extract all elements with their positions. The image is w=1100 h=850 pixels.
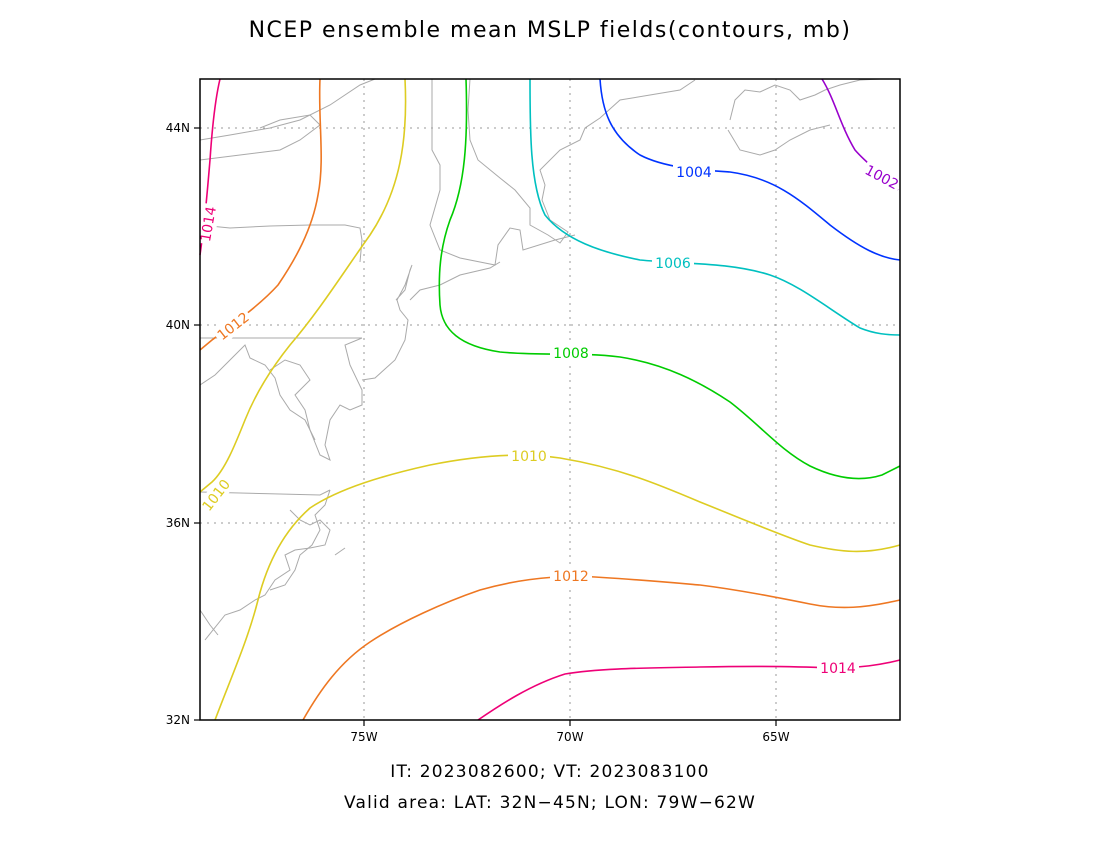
lat-label-32n: 32N [166, 713, 190, 727]
lon-label-65w: 65W [762, 730, 789, 744]
contours [199, 78, 901, 721]
nova-scotia-south [727, 124, 831, 156]
lake-erie-shore [199, 224, 363, 263]
contour-1012-south [302, 575, 901, 721]
footer-area: Valid area: LAT: 32N−45N; LON: 79W−62W [343, 793, 757, 813]
contour-label-1014-north: 1014 [198, 205, 220, 243]
contour-label-1014-south: 1014 [820, 661, 856, 677]
lat-label-40n: 40N [166, 318, 190, 332]
contour-1004 [599, 78, 901, 261]
nova-scotia-coast [729, 78, 881, 121]
coastlines [199, 78, 881, 641]
cape-hatteras-spit [334, 547, 346, 556]
long-island [409, 261, 501, 301]
contour-labels: 1002 1004 1006 1008 1010 1010 1012 1012 … [195, 159, 904, 677]
page-title: NCEP ensemble mean MSLP fields(contours,… [248, 18, 852, 43]
contour-1010-north [199, 78, 407, 493]
lon-label-70w: 70W [556, 730, 583, 744]
new-england-coast [467, 78, 696, 244]
contour-label-1004: 1004 [676, 165, 712, 181]
northeast-us-states [429, 79, 576, 266]
contour-1006 [529, 78, 901, 336]
delaware-bay-chesapeake [269, 337, 363, 461]
contour-1010-south [214, 454, 901, 721]
nc-sounds [204, 509, 331, 641]
lat-label-36n: 36N [166, 516, 190, 530]
lake-ontario-shore [199, 114, 321, 161]
new-jersey-coast [361, 264, 413, 381]
contour-label-1010-south: 1010 [511, 449, 547, 465]
tick-marks [194, 127, 777, 726]
nc-outer-banks [269, 489, 331, 591]
footer-times: IT: 2023082600; VT: 2023083100 [390, 762, 710, 782]
virginia-shore [199, 344, 316, 441]
gridlines [200, 79, 900, 720]
canada-border-great-lakes [199, 78, 376, 141]
map-frame [199, 78, 901, 721]
contour-1008 [438, 78, 901, 480]
lat-label-44n: 44N [166, 121, 190, 135]
south-carolina-coast [199, 609, 219, 636]
contour-label-1012-south: 1012 [553, 569, 589, 585]
contour-label-1008: 1008 [553, 346, 589, 362]
lon-label-75w: 75W [350, 730, 377, 744]
contour-label-1006: 1006 [655, 256, 691, 272]
